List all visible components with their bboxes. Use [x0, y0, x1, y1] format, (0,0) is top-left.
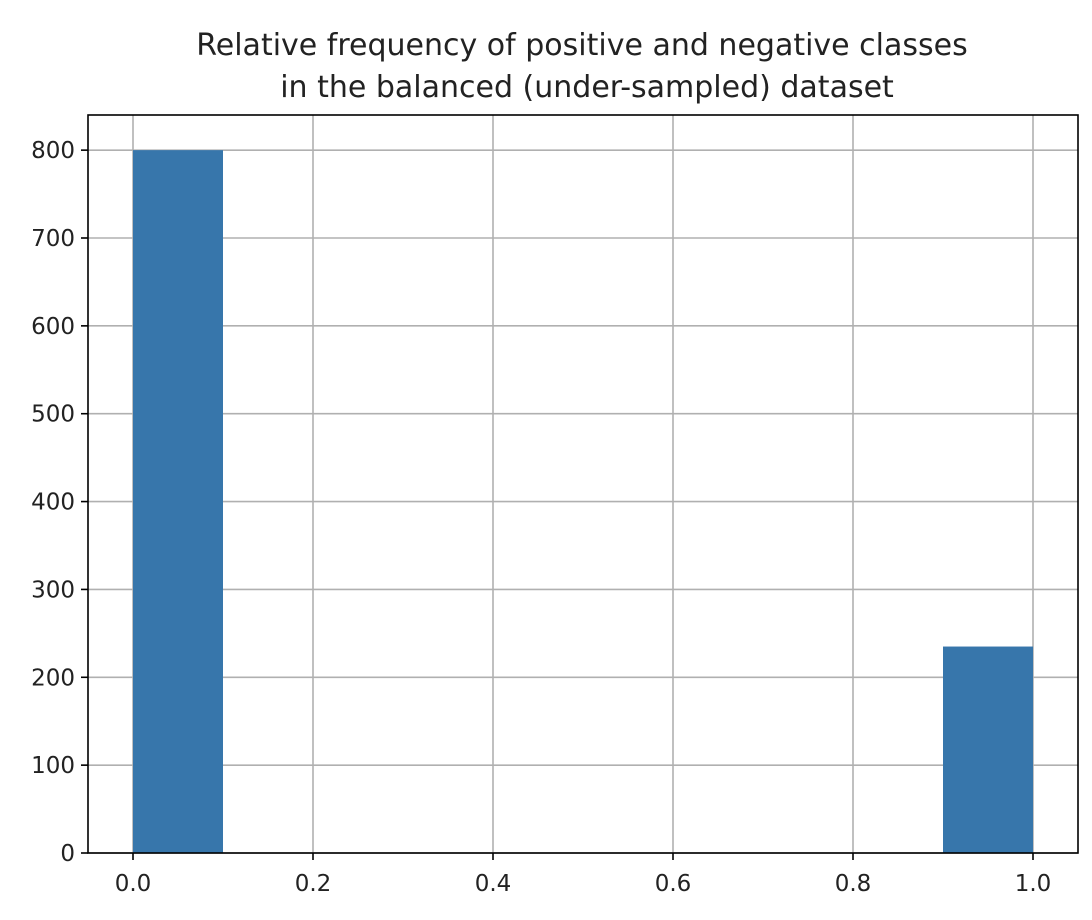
y-tick-label: 500: [31, 402, 75, 428]
y-tick-label: 800: [31, 138, 75, 164]
y-tick-label: 600: [31, 314, 75, 340]
y-axis: 0 100 200 300 400 500 600 700 800: [31, 138, 88, 867]
chart-title-line-2: in the balanced (under-sampled) dataset: [280, 70, 894, 105]
x-axis: 0.0 0.2 0.4 0.6 0.8 1.0: [115, 853, 1052, 897]
histogram-bars: [133, 150, 1033, 854]
chart-title: Relative frequency of positive and negat…: [196, 28, 967, 105]
x-tick-label: 0.6: [655, 871, 692, 897]
y-tick-label: 0: [60, 841, 75, 867]
y-tick-label: 400: [31, 490, 75, 516]
y-tick-label: 300: [31, 577, 75, 603]
x-tick-label: 0.8: [835, 871, 872, 897]
x-tick-label: 0.2: [295, 871, 332, 897]
y-tick-label: 100: [31, 753, 75, 779]
grid-lines: [88, 115, 1078, 854]
y-tick-label: 200: [31, 665, 75, 691]
y-tick-label: 700: [31, 226, 75, 252]
chart-title-line-1: Relative frequency of positive and negat…: [196, 28, 967, 63]
histogram-bar: [133, 150, 223, 854]
histogram-bar: [943, 646, 1033, 853]
x-tick-label: 0.4: [475, 871, 512, 897]
plot-frame: [87, 114, 1079, 854]
x-tick-label: 1.0: [1015, 871, 1052, 897]
x-tick-label: 0.0: [115, 871, 152, 897]
